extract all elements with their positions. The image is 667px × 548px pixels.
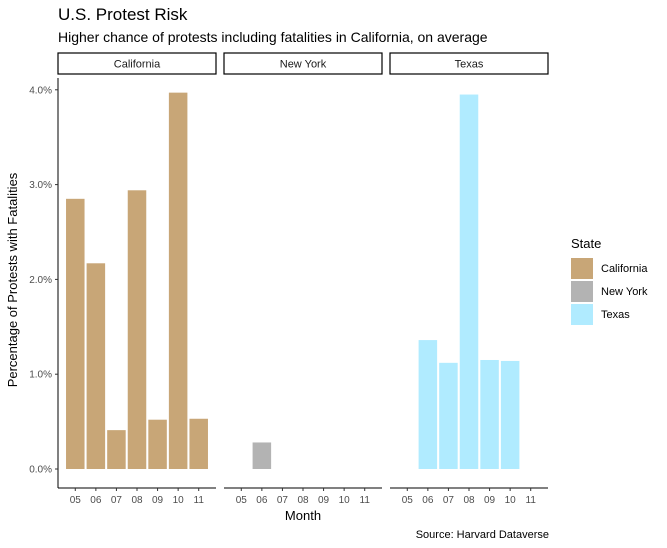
source-caption: Source: Harvard Dataverse: [415, 529, 549, 541]
bar-california-05: [66, 198, 85, 469]
bar-california-11: [189, 418, 208, 469]
x-tick-label: 10: [173, 495, 185, 506]
facet-label-texas: Texas: [455, 59, 484, 71]
legend-label-california: California: [601, 262, 648, 275]
y-tick-label: 3.0%: [29, 180, 52, 191]
chart-subtitle: Higher chance of protests including fata…: [58, 29, 488, 45]
legend-label-texas: Texas: [601, 308, 630, 321]
bar-california-06: [86, 263, 106, 469]
facet-label-new-york: New York: [280, 59, 327, 71]
legend-swatch-texas: [571, 304, 593, 325]
legend-swatch-california: [571, 258, 593, 279]
bar-texas-08: [459, 94, 479, 469]
bar-california-07: [107, 430, 126, 469]
x-tick-label: 09: [318, 495, 330, 506]
bar-texas-09: [480, 359, 499, 469]
facet-label-california: California: [114, 59, 161, 71]
x-tick-label: 11: [526, 495, 537, 506]
x-tick-label: 07: [277, 495, 289, 506]
x-tick-label: 11: [194, 495, 205, 506]
x-tick-label: 06: [422, 495, 434, 506]
y-tick-label: 1.0%: [29, 370, 52, 381]
y-axis-title: Percentage of Protests with Fatalities: [5, 172, 20, 387]
x-tick-label: 08: [463, 495, 475, 506]
bar-california-09: [148, 419, 167, 469]
bar-california-10: [168, 92, 188, 470]
legend-item-texas: Texas: [571, 303, 647, 326]
x-tick-label: 06: [90, 495, 102, 506]
bar-california-08: [127, 190, 147, 469]
legend: State California New York Texas: [571, 236, 647, 326]
facet-strip-texas: [389, 52, 549, 75]
chart-title: U.S. Protest Risk: [58, 5, 188, 24]
bar-new-york-06: [252, 442, 272, 469]
bar-texas-10: [500, 360, 520, 469]
facet-strip-california: [57, 52, 217, 75]
x-tick-label: 09: [484, 495, 496, 506]
legend-item-new-york: New York: [571, 280, 647, 303]
x-tick-label: 05: [70, 495, 82, 506]
x-tick-label: 05: [402, 495, 414, 506]
x-tick-label: 08: [131, 495, 143, 506]
x-tick-label: 06: [256, 495, 268, 506]
bar-texas-06: [418, 340, 438, 469]
y-tick-label: 2.0%: [29, 275, 52, 286]
y-tick-label: 4.0%: [29, 85, 52, 96]
x-axis-title: Month: [285, 508, 321, 523]
legend-label-new-york: New York: [601, 285, 648, 298]
x-tick-label: 08: [297, 495, 309, 506]
legend-title: State: [571, 236, 602, 251]
x-tick-label: 09: [152, 495, 164, 506]
x-tick-label: 07: [111, 495, 123, 506]
x-tick-label: 07: [443, 495, 455, 506]
x-tick-label: 11: [360, 495, 371, 506]
legend-item-california: California: [571, 257, 647, 280]
x-tick-label: 05: [236, 495, 248, 506]
x-tick-label: 10: [505, 495, 517, 506]
legend-swatch-new-york: [571, 281, 593, 302]
y-tick-label: 0.0%: [29, 465, 52, 476]
facet-strip-new-york: [223, 52, 383, 75]
x-tick-label: 10: [339, 495, 351, 506]
bar-texas-07: [439, 362, 458, 469]
